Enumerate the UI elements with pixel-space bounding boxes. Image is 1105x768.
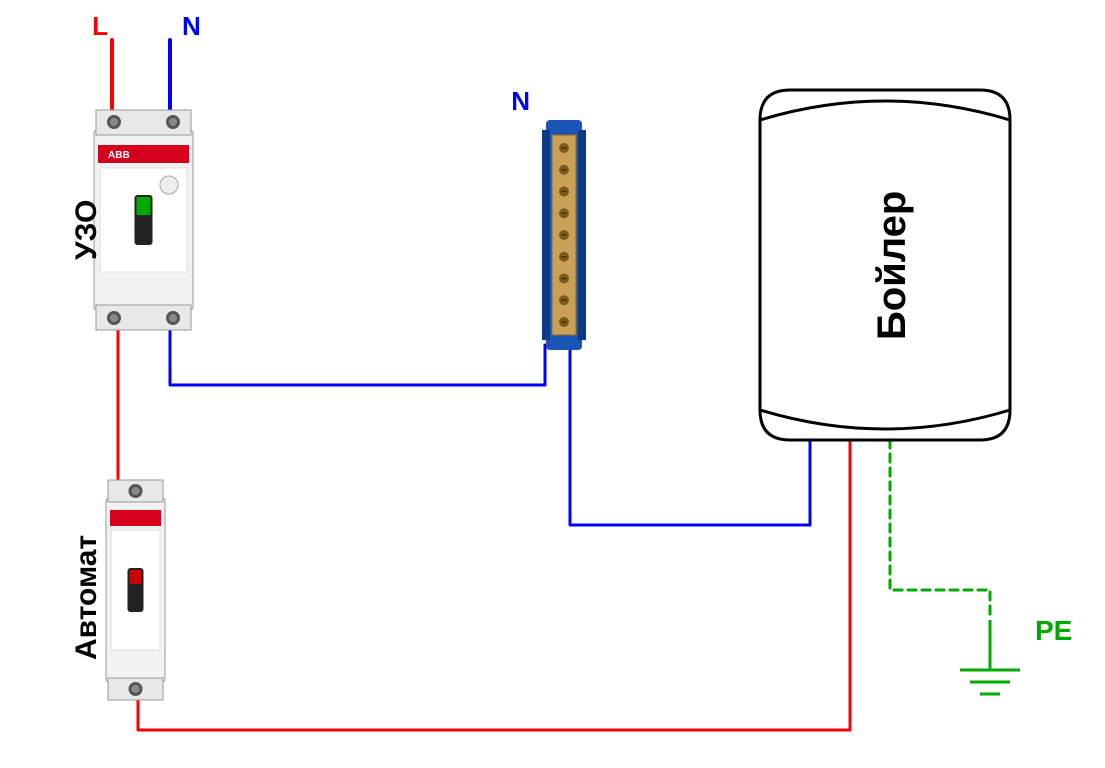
neutral-busbar (542, 120, 586, 350)
uzo-device (94, 110, 193, 330)
svg-text:N: N (182, 11, 201, 41)
automat-label: Автомат (70, 535, 104, 660)
automat-device (106, 480, 165, 700)
svg-text:PE: PE (1035, 615, 1072, 646)
svg-text:N: N (511, 86, 530, 116)
svg-text:ABB: ABB (108, 150, 130, 161)
boiler-label: Бойлер (870, 191, 915, 340)
ground-symbol (960, 620, 1020, 694)
svg-text:L: L (92, 11, 108, 41)
uzo-label: УЗО (70, 200, 104, 260)
